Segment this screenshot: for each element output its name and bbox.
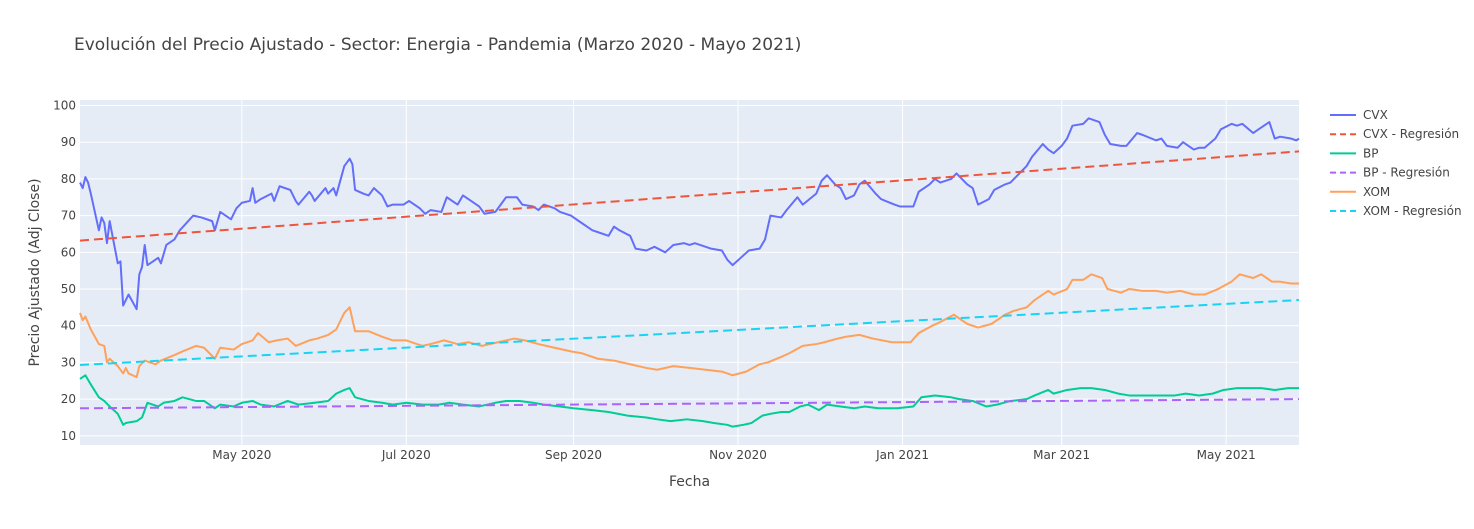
series-line-bp [79, 374, 1299, 428]
x-tick-label: May 2020 [212, 448, 271, 462]
legend: CVX CVX - Regresión BP BP - Regresión XOM XOM… [1330, 108, 1462, 218]
y-tick-label: 100 [53, 99, 76, 113]
legend-label[interactable]: CVX [1363, 108, 1388, 122]
x-tick-label: Jul 2020 [381, 448, 431, 462]
legend-label[interactable]: BP [1363, 146, 1378, 160]
x-tick-label: May 2021 [1197, 448, 1256, 462]
x-tick-label: Nov 2020 [709, 448, 767, 462]
series-line-cvx [79, 117, 1300, 311]
x-tick-label: Sep 2020 [545, 448, 602, 462]
y-tick-label: 50 [61, 282, 76, 296]
y-tick-label: 80 [61, 172, 76, 186]
legend-label[interactable]: BP - Regresión [1363, 166, 1450, 180]
x-axis-label: Fecha [669, 474, 710, 490]
series-line-xom-regresi-n [79, 299, 1300, 366]
chart-title: Evolución del Precio Ajustado - Sector: … [74, 35, 801, 55]
plot-area [80, 100, 1299, 445]
series-layer [79, 117, 1300, 428]
series-line-bp-regresi-n [79, 398, 1300, 410]
series-line-xom [79, 273, 1299, 379]
y-axis-label: Precio Ajustado (Adj Close) [27, 178, 43, 366]
y-tick-label: 10 [61, 429, 76, 443]
legend-label[interactable]: XOM - Regresión [1363, 204, 1462, 218]
legend-label[interactable]: CVX - Regresión [1363, 127, 1459, 141]
grid-lines [80, 100, 1299, 445]
legend-label[interactable]: XOM [1363, 185, 1390, 199]
y-tick-label: 90 [61, 135, 76, 149]
x-tick-label: Jan 2021 [875, 448, 929, 462]
series-line-cvx-regresi-n [79, 150, 1300, 242]
y-axis-ticks: 10 20 30 40 50 60 70 80 90 100 [53, 99, 76, 443]
y-tick-label: 30 [61, 355, 76, 369]
y-tick-label: 60 [61, 245, 76, 259]
y-tick-label: 40 [61, 319, 76, 333]
y-tick-label: 20 [61, 392, 76, 406]
y-tick-label: 70 [61, 209, 76, 223]
x-axis-ticks: May 2020 Jul 2020 Sep 2020 Nov 2020 Jan 2021… [212, 448, 1256, 462]
x-tick-label: Mar 2021 [1033, 448, 1090, 462]
